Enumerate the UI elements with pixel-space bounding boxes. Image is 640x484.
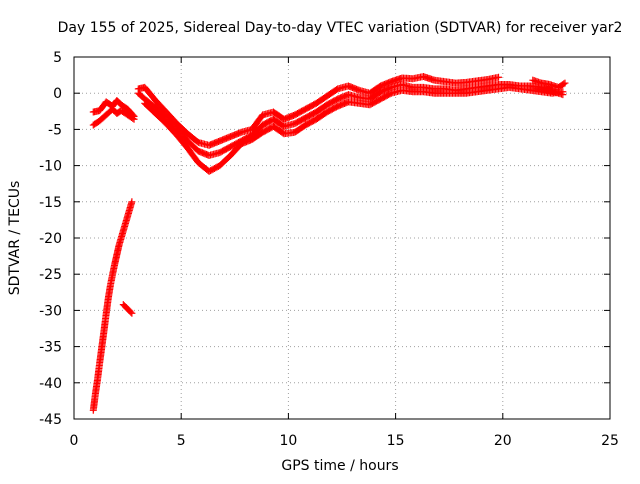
y-axis-label: SDTVAR / TECUs xyxy=(7,181,23,296)
axis-ticks: 0 5 10 15 20 25 5 0 -5 -10 -15 -20 -25 -30 -35 -40 -45 xyxy=(39,50,619,449)
x-tick-label: 20 xyxy=(494,433,512,449)
y-tick-label: -10 xyxy=(39,159,62,175)
x-tick-label: 10 xyxy=(279,433,297,449)
grid-lines xyxy=(74,57,610,419)
data-point xyxy=(130,115,138,123)
data-point xyxy=(559,91,567,99)
y-tick-label: -45 xyxy=(39,412,62,428)
y-tick-label: -15 xyxy=(39,195,62,211)
data-point-trace xyxy=(127,308,135,316)
data-point-trace xyxy=(560,80,568,88)
x-tick-label: 25 xyxy=(601,433,619,449)
y-tick-label: -20 xyxy=(39,231,62,247)
y-tick-label: -40 xyxy=(39,376,62,392)
x-tick-label: 0 xyxy=(70,433,79,449)
x-axis-label: GPS time / hours xyxy=(281,458,398,474)
y-tick-label: -30 xyxy=(39,303,62,319)
x-tick-label: 5 xyxy=(177,433,186,449)
data-point xyxy=(561,79,569,87)
y-tick-label: 0 xyxy=(53,86,62,102)
data-point-trace xyxy=(129,114,137,122)
y-tick-label: -25 xyxy=(39,267,62,283)
data-point xyxy=(128,198,136,206)
x-tick-label: 15 xyxy=(387,433,405,449)
data-point xyxy=(128,309,136,317)
data-points xyxy=(89,73,569,414)
y-tick-label: 5 xyxy=(53,50,62,66)
data-point xyxy=(495,73,503,81)
y-tick-label: -35 xyxy=(39,340,62,356)
y-tick-label: -5 xyxy=(48,122,62,138)
chart-title: Day 155 of 2025, Sidereal Day-to-day VTE… xyxy=(58,20,623,36)
